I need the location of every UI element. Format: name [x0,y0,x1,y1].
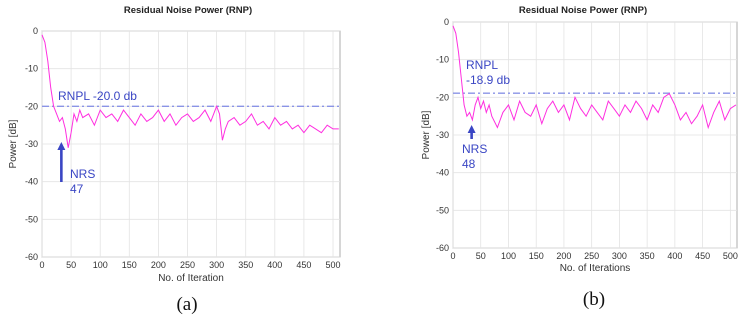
y-tick-label: -20 [436,92,449,102]
y-tick-label: -40 [25,177,38,187]
grid-b [452,21,737,249]
y-tick-label: -30 [436,130,449,140]
chart-title-b: Residual Noise Power (RNP) [519,5,647,16]
x-tick-label: 300 [209,260,224,270]
y-tick-label: -50 [25,214,38,224]
x-tick-label: 350 [238,260,253,270]
x-tick-label: 500 [723,251,738,261]
x-tick-label: 300 [612,251,627,261]
panel-label-b: (b) [583,289,605,310]
x-axis-label-b: No. of Iterations [560,263,631,274]
y-tick-label: 0 [33,26,38,36]
y-tick-label: 0 [444,17,449,27]
nrs-value-a: 47 [70,182,84,196]
x-tick-label: 450 [296,260,311,270]
y-axis-label-a: Power [dB] [8,119,19,168]
panel-label-a: (a) [176,294,197,315]
x-tick-label: 150 [529,251,544,261]
x-tick-label: 50 [66,260,76,270]
x-tick-label: 500 [326,260,341,270]
y-tick-label: -40 [436,168,449,178]
nrs-label-b: NRS [462,142,487,156]
chart-panel-b: Residual Noise Power (RNP) 0 50 100 150 200 2… [421,5,738,310]
tick-labels-a: 0 50 100 150 200 250 300 350 400 450 500 0 -10 -20 -30… [25,26,341,270]
x-tick-label: 250 [584,251,599,261]
x-tick-label: 50 [476,251,486,261]
x-tick-label: 400 [667,251,682,261]
y-tick-label: -10 [25,64,38,74]
y-tick-label: -50 [436,205,449,215]
y-tick-label: -20 [25,101,38,111]
nrs-value-b: 48 [462,157,476,171]
x-tick-label: 350 [640,251,655,261]
nrs-arrow-a [57,142,66,182]
x-tick-label: 150 [122,260,137,270]
y-tick-label: -60 [436,243,449,253]
tick-labels-b: 0 50 100 150 200 250 300 350 400 450 500 0 -10 -20 -30… [436,17,738,261]
y-tick-label: -10 [436,55,449,65]
threshold-label-b: RNPL -18.9 db [466,58,510,87]
x-tick-label: 250 [180,260,195,270]
x-tick-label: 100 [93,260,108,270]
chart-panel-a: Residual Noise Power (RNP) 0 50 100 150 200 2… [8,5,341,315]
x-tick-label: 200 [556,251,571,261]
series-line-a [41,34,339,148]
x-tick-label: 200 [151,260,166,270]
y-tick-label: -60 [25,252,38,262]
x-tick-label: 0 [39,260,44,270]
threshold-label-b-line1: RNPL [466,58,498,72]
y-axis-label-b: Power [dB] [421,110,432,159]
nrs-arrow-b [467,125,476,139]
series-line-b [452,25,737,130]
x-axis-label-a: No. of Iteration [158,273,224,284]
threshold-label-b-line2: -18.9 db [466,73,510,87]
x-tick-label: 450 [695,251,710,261]
chart-title-a: Residual Noise Power (RNP) [124,5,252,16]
x-tick-label: 0 [450,251,455,261]
x-tick-label: 100 [501,251,516,261]
nrs-arrow-head [57,142,66,150]
nrs-label-a: NRS [70,167,95,181]
y-tick-label: -30 [25,139,38,149]
x-tick-label: 400 [267,260,282,270]
threshold-label-a: RNPL -20.0 db [58,89,137,103]
nrs-arrow-head [467,125,476,133]
